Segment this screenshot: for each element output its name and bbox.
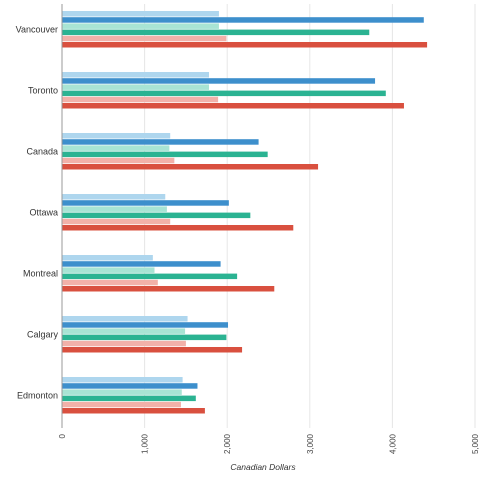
bar-canada-4: [62, 151, 268, 158]
bar-toronto-4: [62, 90, 386, 97]
bar-montreal-5: [62, 279, 158, 286]
bar-ottawa-1: [62, 194, 166, 200]
bar-edmonton-6: [62, 408, 205, 414]
bar-calgary-3: [62, 328, 186, 334]
bar-toronto-6: [62, 103, 404, 109]
bar-montreal-6: [62, 286, 275, 292]
bar-ottawa-5: [62, 218, 171, 225]
x-tick-label-3000: 3,000: [306, 433, 315, 454]
bar-montreal-4: [62, 273, 238, 280]
bar-ottawa-4: [62, 212, 251, 219]
bar-canada-2: [62, 139, 259, 145]
bar-canada-1: [62, 133, 171, 139]
category-label-toronto: Toronto: [28, 86, 58, 96]
bar-calgary-6: [62, 347, 243, 353]
category-label-vancouver: Vancouver: [16, 25, 58, 35]
bar-vancouver-3: [62, 23, 219, 29]
category-label-edmonton: Edmonton: [17, 391, 58, 401]
bar-edmonton-5: [62, 401, 181, 408]
category-labels: Vancouver Toronto Canada Ottawa Montreal Calg…: [16, 25, 59, 401]
x-tick-label-0: 0: [58, 433, 67, 438]
bar-vancouver-5: [62, 35, 227, 42]
bar-vancouver-2: [62, 17, 424, 23]
bar-vancouver-1: [62, 11, 219, 17]
bar-montreal-2: [62, 261, 221, 267]
bar-edmonton-2: [62, 383, 198, 389]
bar-edmonton-4: [62, 395, 196, 402]
category-label-ottawa: Ottawa: [29, 208, 58, 218]
bar-montreal-3: [62, 267, 155, 273]
bar-canada-5: [62, 157, 175, 164]
x-axis-title: Canadian Dollars: [230, 462, 296, 472]
category-label-montreal: Montreal: [23, 269, 58, 279]
x-tick-label-5000: 5,000: [471, 433, 480, 454]
bar-toronto-1: [62, 72, 210, 78]
bar-calgary-1: [62, 316, 188, 322]
bar-ottawa-2: [62, 200, 229, 206]
category-label-calgary: Calgary: [27, 330, 59, 340]
bar-calgary-4: [62, 334, 227, 341]
bar-toronto-5: [62, 96, 219, 103]
bar-calgary-5: [62, 340, 186, 347]
bar-toronto-2: [62, 78, 376, 84]
bar-toronto-3: [62, 84, 210, 90]
bar-ottawa-6: [62, 225, 294, 231]
bar-canada-3: [62, 145, 170, 151]
bar-edmonton-1: [62, 377, 183, 383]
x-tick-label-4000: 4,000: [388, 433, 397, 454]
bar-ottawa-3: [62, 206, 167, 212]
bar-montreal-1: [62, 255, 153, 261]
bar-vancouver-4: [62, 29, 370, 36]
x-tick-label-1000: 1,000: [141, 433, 150, 454]
bar-canada-6: [62, 164, 319, 170]
category-label-canada: Canada: [26, 147, 58, 157]
x-axis-ticks: 0 1,000 2,000 3,000 4,000 5,000: [58, 433, 480, 454]
bars: [62, 11, 428, 414]
x-tick-label-2000: 2,000: [223, 433, 232, 454]
gridlines: [144, 4, 476, 428]
bar-calgary-2: [62, 322, 229, 328]
bar-edmonton-3: [62, 389, 182, 395]
bar-vancouver-6: [62, 42, 428, 48]
